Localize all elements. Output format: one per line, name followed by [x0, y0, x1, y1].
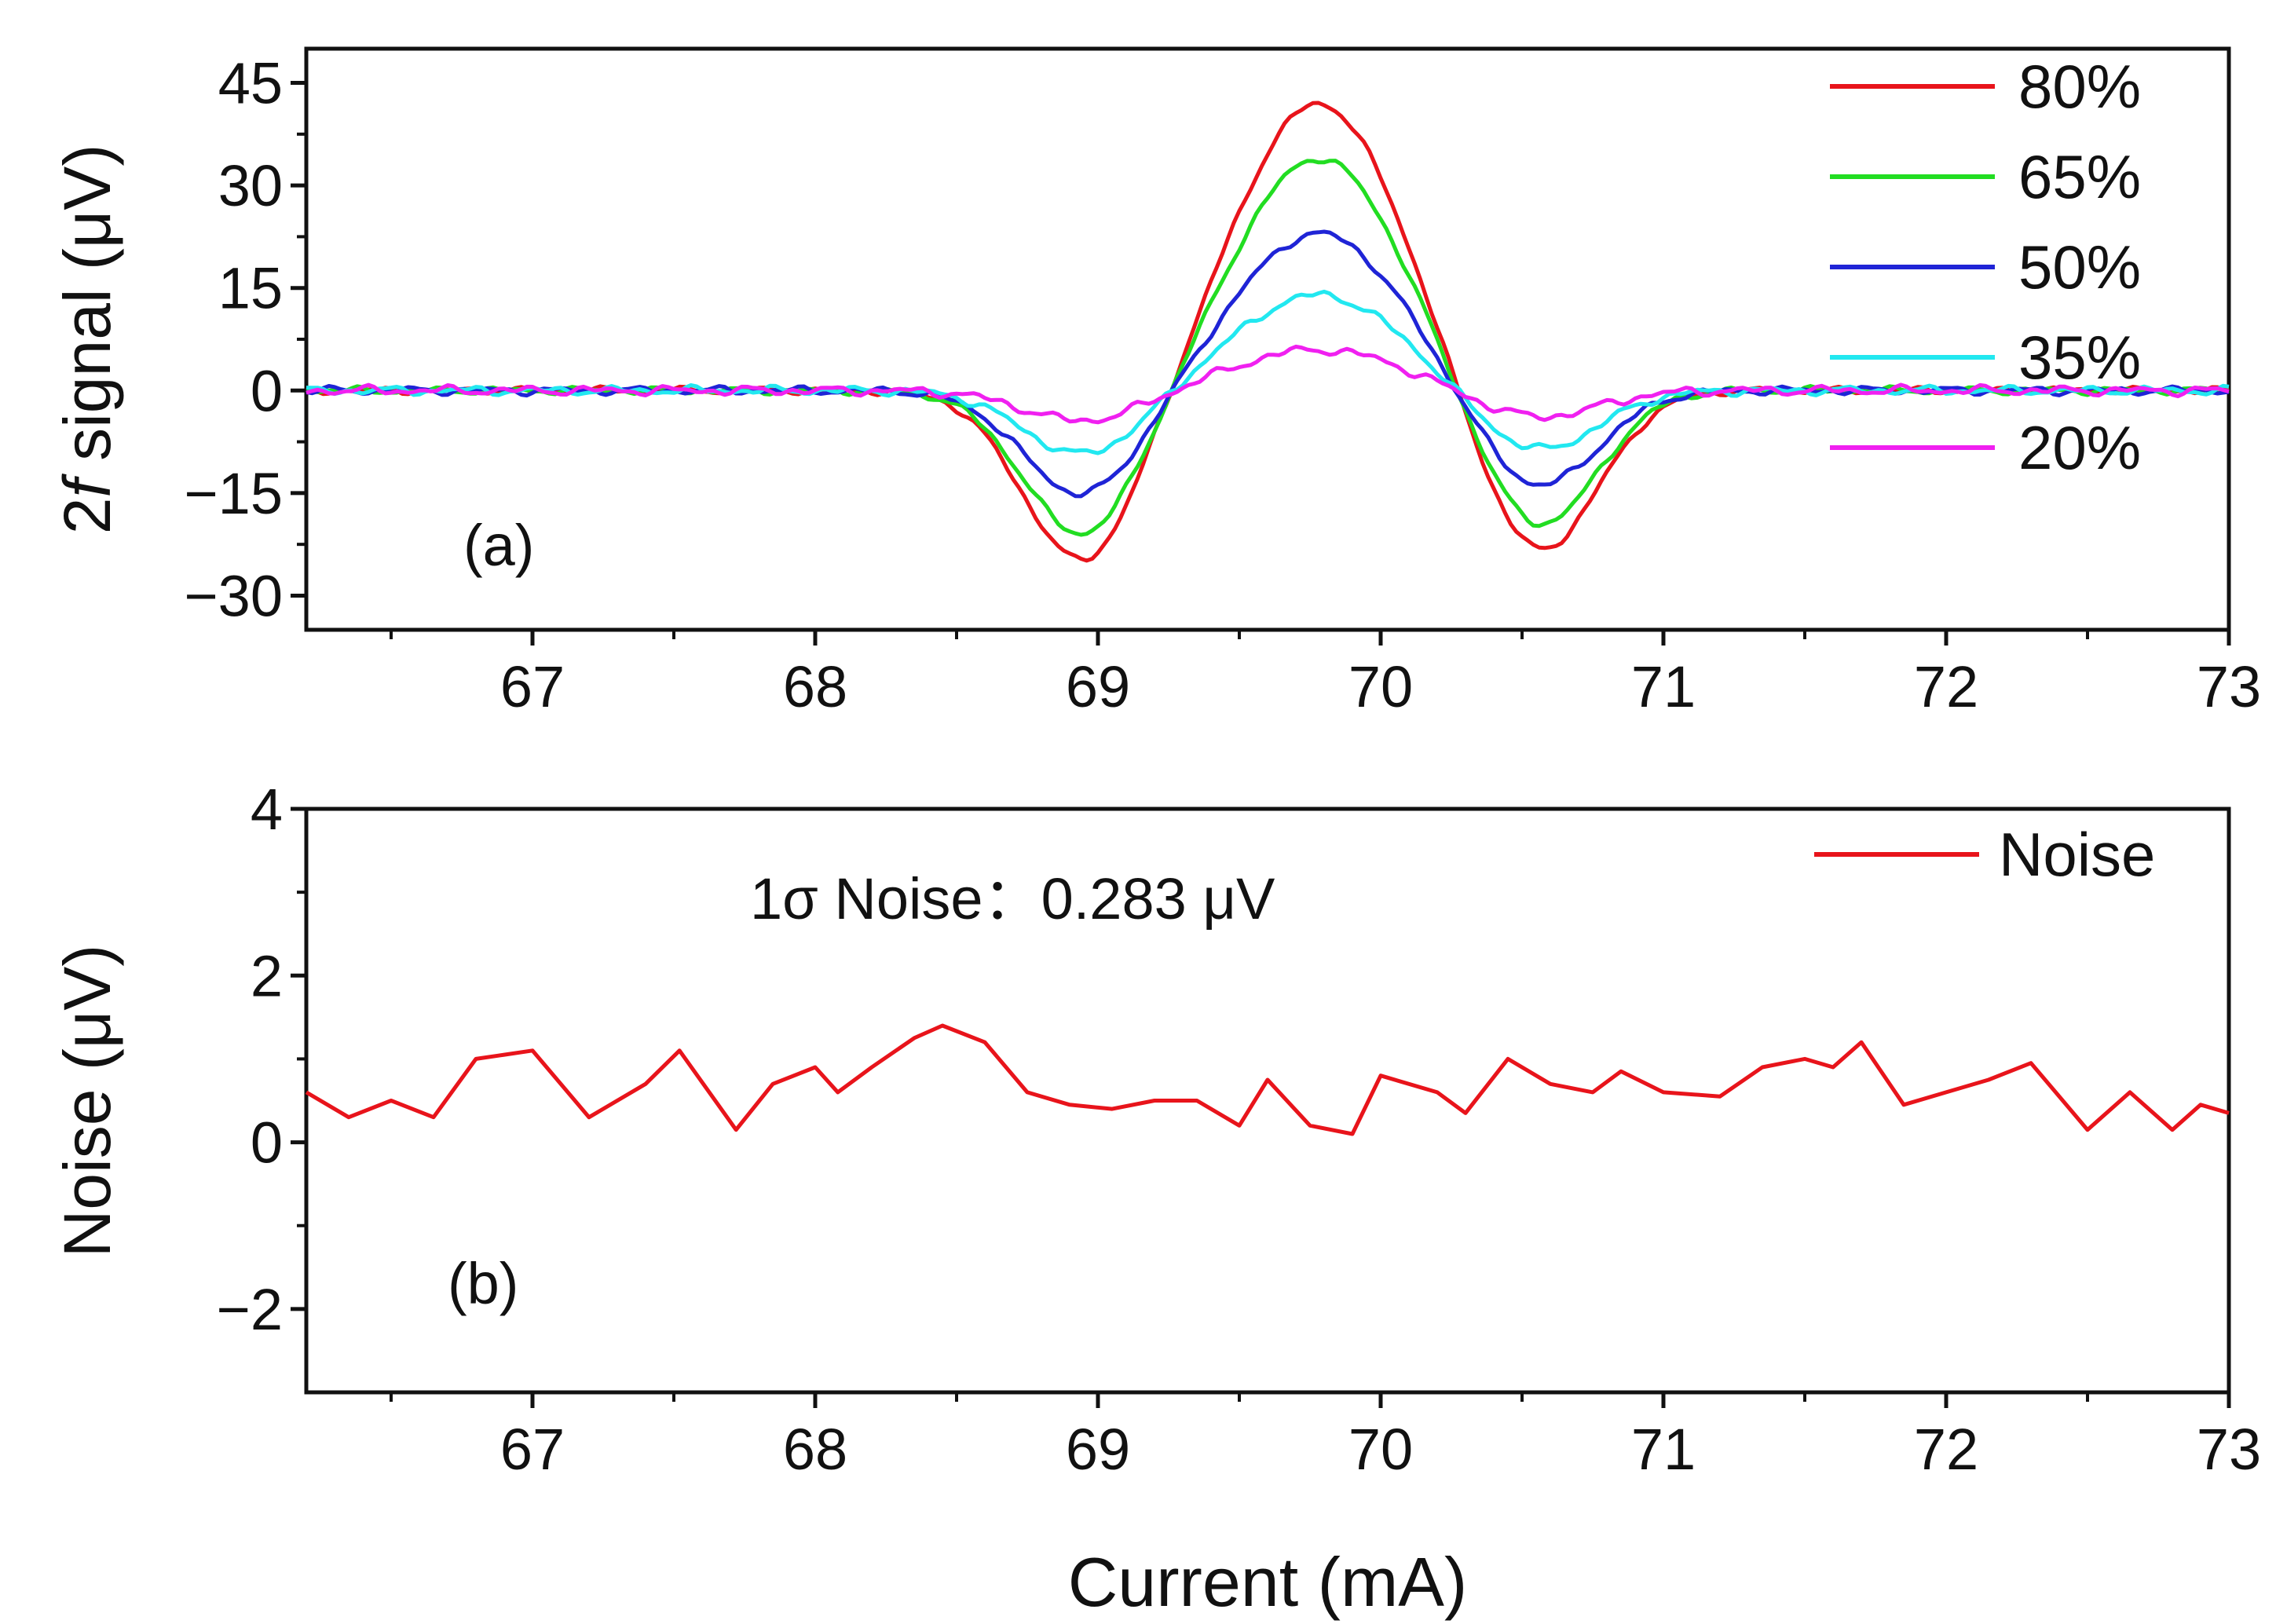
y-axis-label-b: Noise (μV)	[50, 945, 124, 1257]
series-line	[306, 344, 2230, 425]
legend-label: Noise	[1999, 820, 2155, 889]
legend-label: 35%	[2018, 323, 2141, 392]
plot-frame-a	[304, 46, 2231, 632]
legend-a: 80% 65% 50% 35% 20%	[1830, 52, 2141, 482]
x-tick-label: 72	[1914, 654, 1978, 719]
y-tick-label: 0	[251, 1110, 283, 1176]
x-tick-label: 68	[783, 1417, 847, 1482]
x-tick-label: 70	[1348, 1417, 1413, 1482]
plot-frame-b	[304, 807, 2231, 1395]
y-tick-labels-b: −2 0 2 4	[217, 777, 283, 1342]
series-line	[306, 159, 2230, 537]
legend-b: Noise	[1814, 820, 2155, 889]
y-tick-labels-a: −30 −15 0 15 30 45	[184, 51, 283, 629]
x-tick-label: 72	[1914, 1417, 1978, 1482]
y-tick-label: 0	[251, 358, 283, 423]
ticks-b	[291, 807, 2231, 1408]
y-tick-label: 2	[251, 943, 283, 1008]
x-tick-labels-a: 67 68 69 70 71 72 73	[500, 654, 2261, 719]
series-line	[306, 101, 2230, 563]
panel-tag-a: (a)	[463, 513, 534, 578]
y-axis-label-a-rest: signal (μV)	[50, 144, 124, 480]
x-tick-label: 68	[783, 654, 847, 719]
panel-b: 67 68 69 70 71 72 73 −2 0 2 4 Noise (μV)…	[50, 777, 2261, 1621]
y-tick-label: −2	[217, 1277, 283, 1342]
legend-label: 80%	[2018, 52, 2141, 121]
legend-label: 20%	[2018, 413, 2141, 482]
x-tick-label: 73	[2197, 1417, 2261, 1482]
y-tick-label: 15	[218, 256, 283, 321]
y-tick-label: −15	[184, 461, 283, 526]
panel-a: 67 68 69 70 71 72 73 −30 −15 0 15 30 45 …	[50, 46, 2261, 719]
series-line	[306, 229, 2230, 499]
x-tick-label: 67	[500, 654, 565, 719]
legend-label: 65%	[2018, 142, 2141, 211]
y-tick-label: 30	[218, 153, 283, 218]
x-tick-label: 67	[500, 1417, 565, 1482]
x-tick-labels-b: 67 68 69 70 71 72 73	[500, 1417, 2261, 1482]
x-tick-label: 69	[1066, 654, 1130, 719]
x-tick-label: 69	[1066, 1417, 1130, 1482]
x-tick-label: 71	[1631, 654, 1696, 719]
noise-annotation: 1σ Noise：0.283 μV	[750, 866, 1275, 931]
y-tick-label: 45	[218, 51, 283, 116]
series-lines-b	[305, 1023, 2230, 1136]
legend-label: 50%	[2018, 232, 2141, 302]
series-line	[305, 1023, 2230, 1136]
ticks-a	[291, 81, 2231, 646]
series-lines-a	[306, 101, 2230, 563]
x-axis-label: Current (mA)	[1068, 1543, 1468, 1621]
y-tick-label: 4	[251, 777, 283, 842]
x-tick-label: 71	[1631, 1417, 1696, 1482]
series-line	[306, 289, 2230, 455]
panel-tag-b: (b)	[448, 1251, 518, 1316]
y-axis-label-a: 2f signal (μV)	[50, 144, 124, 535]
x-tick-label: 70	[1348, 654, 1413, 719]
y-axis-label-a-prefix: 2	[50, 498, 124, 535]
y-tick-label: −30	[184, 563, 283, 628]
x-tick-label: 73	[2197, 654, 2261, 719]
